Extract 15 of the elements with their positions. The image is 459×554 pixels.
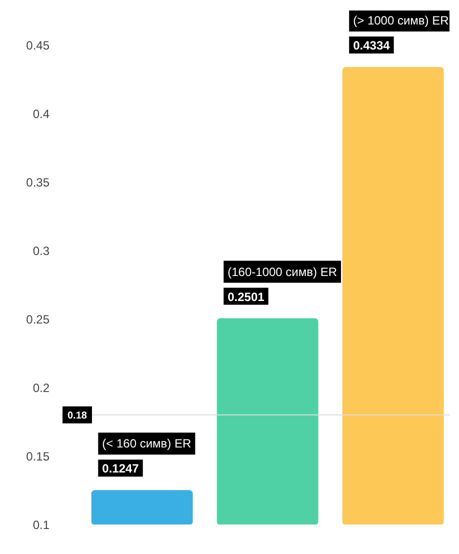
y-tick-label: 0.35 bbox=[26, 175, 50, 190]
ref-line-label: 0.18 bbox=[68, 410, 88, 422]
x-tick-label: (160-1000 симв) ER bbox=[228, 264, 338, 279]
x-tick-label: (> 1000 симв) ER bbox=[353, 14, 450, 28]
x-tick-label: (< 160 симв) ER bbox=[102, 436, 192, 451]
y-tick-label: 0.2 bbox=[32, 380, 50, 395]
y-tick-label: 0.15 bbox=[26, 449, 50, 464]
y-tick-label: 0.1 bbox=[32, 518, 50, 532]
data-label: 0.2501 bbox=[228, 290, 265, 304]
y-tick-label: 0.45 bbox=[26, 38, 50, 52]
data-label: 0.1247 bbox=[102, 462, 140, 476]
y-tick-label: 0.25 bbox=[26, 312, 50, 326]
data-label: 0.4334 bbox=[353, 38, 390, 53]
y-tick-label: 0.4 bbox=[32, 106, 50, 121]
y-tick-label: 0.3 bbox=[32, 244, 50, 258]
